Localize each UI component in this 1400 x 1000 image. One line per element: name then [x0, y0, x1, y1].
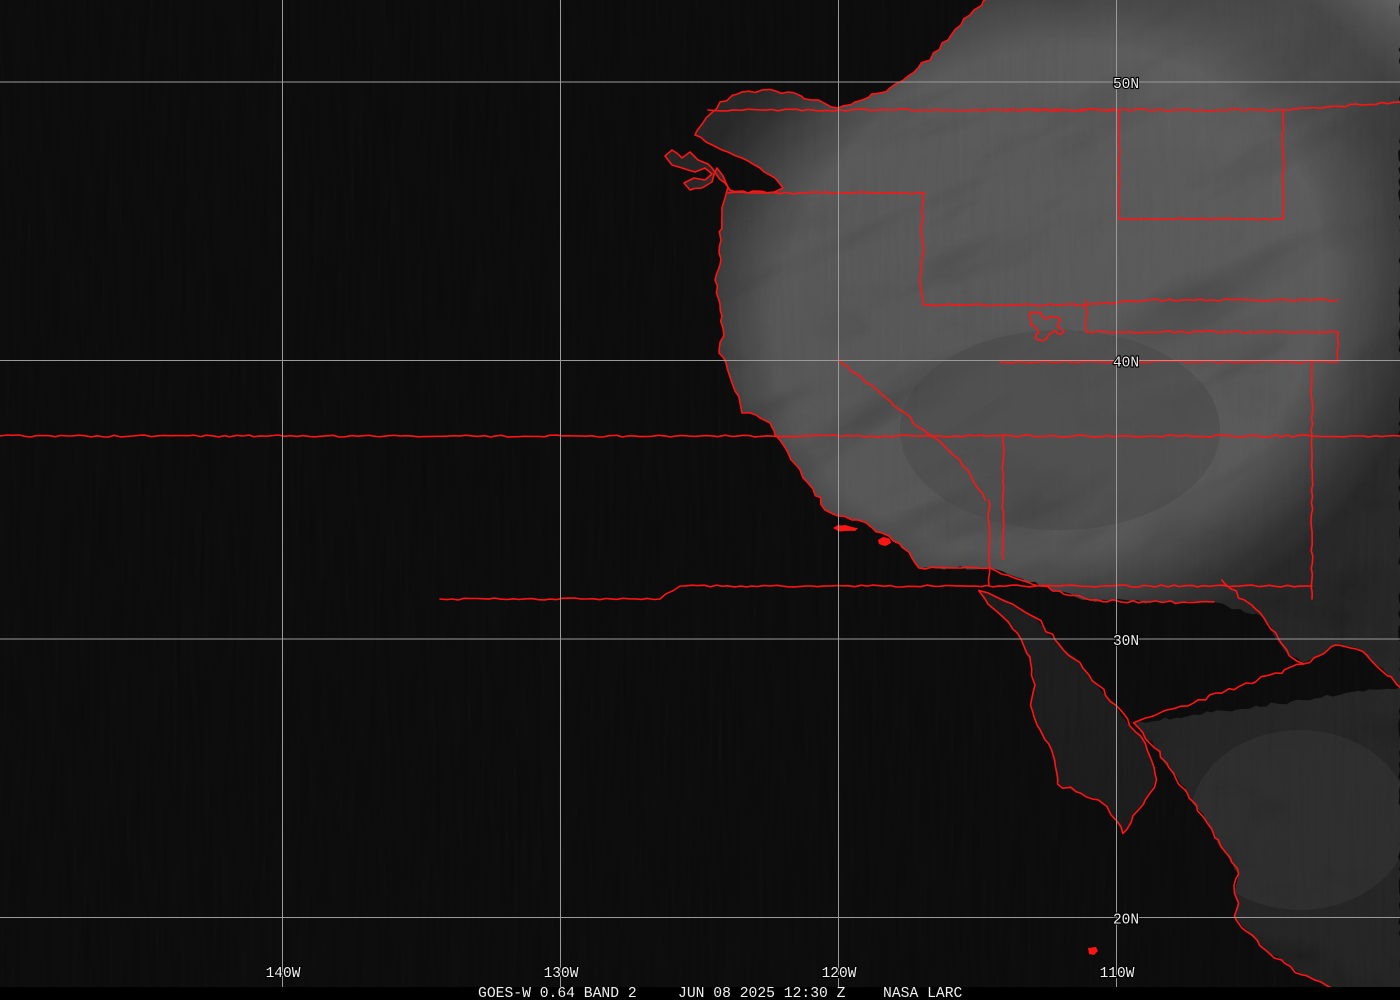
svg-text:120W: 120W — [822, 966, 857, 982]
svg-text:110W: 110W — [1100, 966, 1135, 982]
svg-text:140W: 140W — [266, 966, 301, 982]
svg-text:50N: 50N — [1113, 77, 1139, 93]
svg-text:30N: 30N — [1113, 634, 1139, 650]
svg-text:GOES-W 0.64 BAND 2: GOES-W 0.64 BAND 2 — [478, 986, 637, 1000]
svg-text:JUN 08 2025 12:30 Z: JUN 08 2025 12:30 Z — [678, 986, 846, 1000]
svg-text:NASA LARC: NASA LARC — [883, 986, 963, 1000]
svg-text:130W: 130W — [544, 966, 579, 982]
svg-text:20N: 20N — [1113, 913, 1139, 929]
svg-text:40N: 40N — [1113, 356, 1139, 372]
